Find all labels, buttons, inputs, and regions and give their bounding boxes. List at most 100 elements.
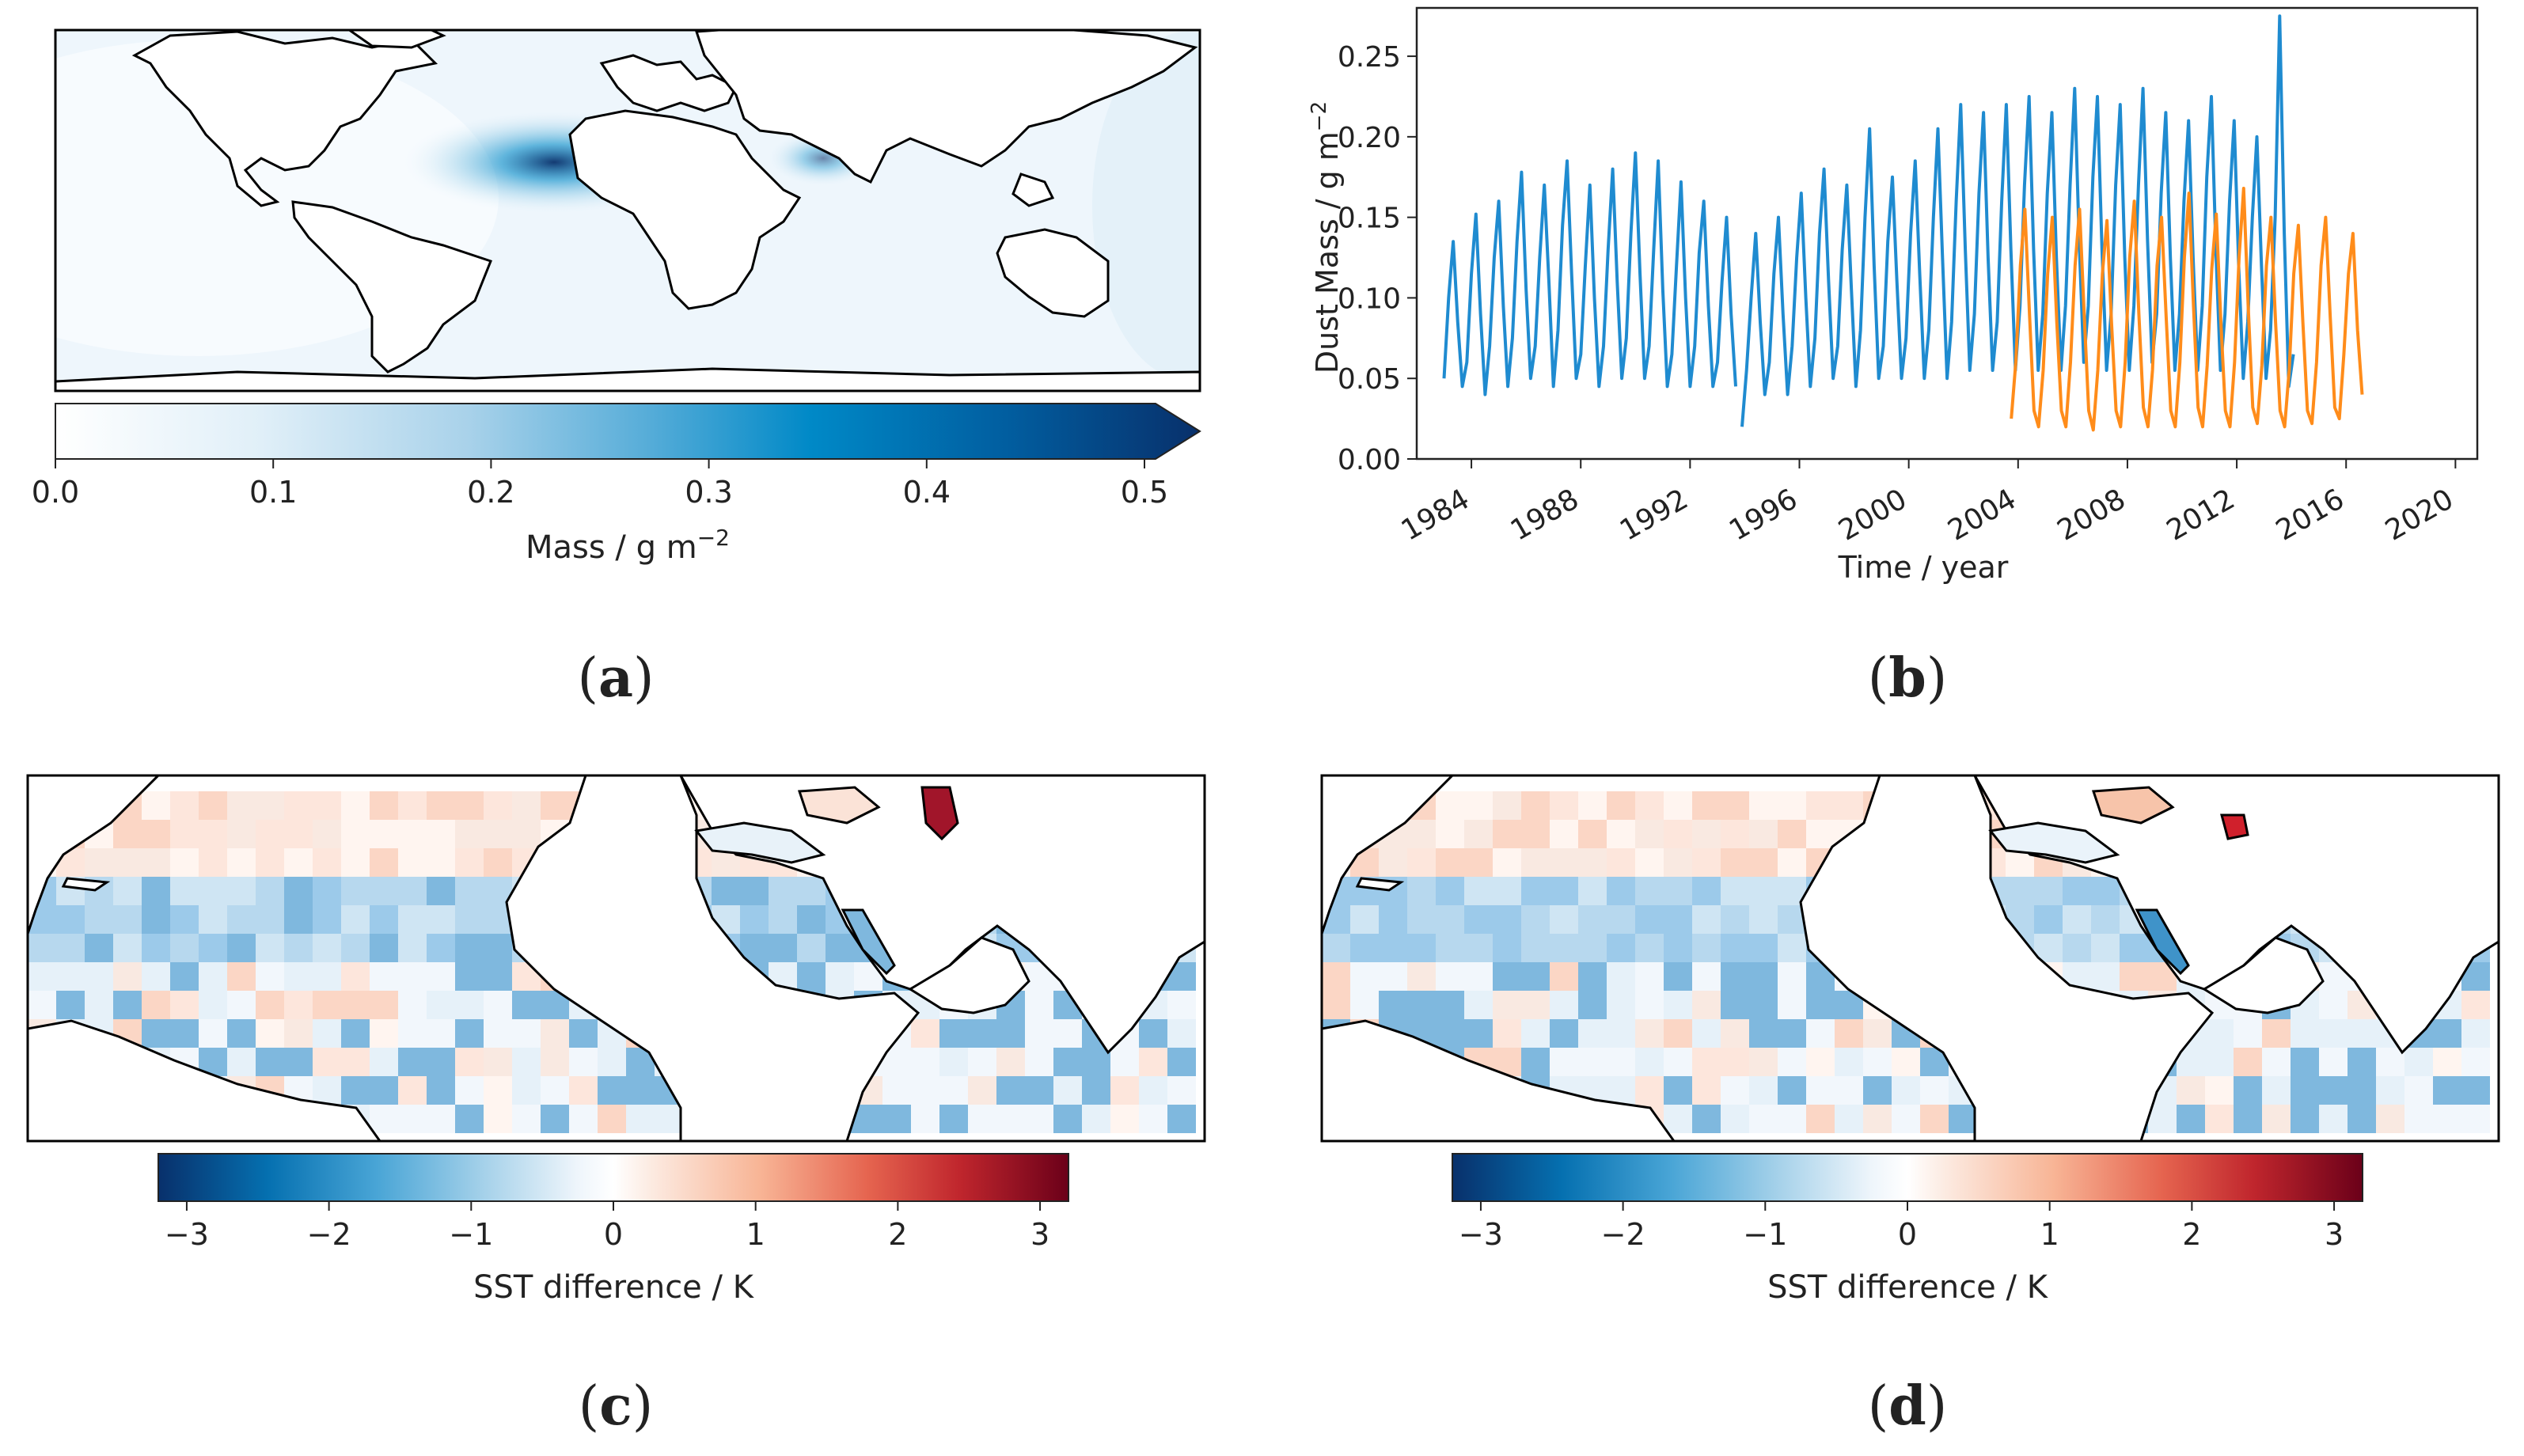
sst-cell bbox=[1607, 1076, 1635, 1105]
sst-cell bbox=[1607, 991, 1635, 1019]
sst-cell bbox=[1949, 1105, 1977, 1133]
sst-cell bbox=[170, 962, 199, 991]
sst-cell bbox=[455, 791, 484, 820]
sst-cell bbox=[1692, 848, 1721, 877]
sst-cell bbox=[142, 877, 170, 905]
sst-cell bbox=[1635, 905, 1664, 934]
sst-cell bbox=[398, 877, 427, 905]
sst-cell bbox=[199, 905, 227, 934]
sst-cell bbox=[170, 820, 199, 848]
sst-cell bbox=[56, 934, 85, 962]
sst-cell bbox=[939, 1048, 968, 1076]
sst-cell bbox=[56, 962, 85, 991]
sst-cell bbox=[227, 934, 256, 962]
map-d-plot bbox=[1322, 775, 2499, 1141]
sst-cell bbox=[199, 1019, 227, 1048]
sst-cell bbox=[398, 1019, 427, 1048]
sst-cell bbox=[1379, 905, 1407, 934]
sst-cell bbox=[1521, 962, 1550, 991]
sst-cell bbox=[1521, 991, 1550, 1019]
sst-cell bbox=[911, 1048, 939, 1076]
sst-cell bbox=[113, 848, 142, 877]
map-d-frame bbox=[1320, 774, 2500, 1143]
colorbar-c: −3 −2 −1 0 1 2 3 SST difference / K bbox=[158, 1153, 1069, 1306]
sst-cell bbox=[2404, 1105, 2433, 1133]
sst-cell bbox=[284, 1019, 313, 1048]
panel-label-d: (d) bbox=[1868, 1374, 1948, 1438]
map-d-coastlines-group bbox=[1322, 775, 2499, 1141]
sst-cell bbox=[968, 1019, 996, 1048]
plot-b-x-axis: 1984 1988 1992 1996 2000 2004 2008 2012 2016 2020 bbox=[1396, 459, 2459, 548]
map-d-north-america bbox=[1322, 775, 1455, 935]
sst-cell bbox=[85, 934, 113, 962]
sst-cell bbox=[256, 877, 284, 905]
sst-cell bbox=[113, 991, 142, 1019]
sst-cell bbox=[484, 791, 512, 820]
sst-cell bbox=[1464, 991, 1493, 1019]
sst-cell bbox=[2291, 1105, 2319, 1133]
sst-cell bbox=[1806, 820, 1835, 848]
sst-cell bbox=[455, 934, 484, 962]
sst-cell bbox=[170, 905, 199, 934]
map-a-coastlines bbox=[55, 30, 1200, 391]
sst-cell bbox=[1806, 1105, 1835, 1133]
sst-cell bbox=[2348, 1076, 2376, 1105]
sst-cell bbox=[1749, 848, 1778, 877]
sst-cell bbox=[1493, 820, 1521, 848]
sst-cell bbox=[113, 877, 142, 905]
sst-cell bbox=[85, 991, 113, 1019]
sst-cell bbox=[541, 1105, 569, 1133]
sst-cell bbox=[1578, 1019, 1607, 1048]
colorbar-tick-label: 3 bbox=[1030, 1217, 1049, 1252]
sst-cell bbox=[797, 905, 826, 934]
sst-cell bbox=[284, 820, 313, 848]
asia-shape bbox=[694, 30, 1198, 184]
sst-cell bbox=[1806, 791, 1835, 820]
sst-cell bbox=[1578, 877, 1607, 905]
sst-cell bbox=[1749, 1076, 1778, 1105]
sst-cell bbox=[1521, 1048, 1550, 1076]
sst-cell bbox=[2461, 991, 2490, 1019]
sst-cell bbox=[1607, 934, 1635, 962]
x-tick-label: 2008 bbox=[2052, 483, 2131, 547]
sst-cell bbox=[1025, 1076, 1053, 1105]
sst-cell bbox=[2205, 1105, 2234, 1133]
sst-cell bbox=[284, 962, 313, 991]
sst-cell bbox=[1635, 877, 1664, 905]
sst-cell bbox=[1521, 934, 1550, 962]
sst-cell bbox=[2091, 934, 2120, 962]
sst-cell bbox=[1436, 1019, 1464, 1048]
sst-cell bbox=[1749, 1048, 1778, 1076]
sst-cell bbox=[2348, 1019, 2376, 1048]
sst-cell bbox=[2461, 1019, 2490, 1048]
sst-cell bbox=[1920, 1076, 1949, 1105]
map-c-red-sea bbox=[841, 908, 896, 976]
sst-cell bbox=[199, 791, 227, 820]
sst-cell bbox=[1407, 877, 1436, 905]
sst-cell bbox=[1749, 820, 1778, 848]
sst-cell bbox=[313, 820, 341, 848]
sst-cell bbox=[398, 1048, 427, 1076]
sst-cell bbox=[2319, 1105, 2348, 1133]
sst-cell bbox=[256, 848, 284, 877]
sst-cell bbox=[996, 1048, 1025, 1076]
sst-cell bbox=[996, 1076, 1025, 1105]
sst-cell bbox=[1692, 905, 1721, 934]
sst-cell bbox=[626, 1105, 655, 1133]
sst-cell bbox=[1350, 991, 1379, 1019]
sst-cell bbox=[370, 1019, 398, 1048]
europe-shape bbox=[599, 54, 738, 112]
sst-cell bbox=[313, 991, 341, 1019]
sst-cell bbox=[256, 934, 284, 962]
sst-cell bbox=[455, 877, 484, 905]
sst-cell bbox=[113, 905, 142, 934]
sst-cell bbox=[1692, 962, 1721, 991]
map-a-ocean-shade-east bbox=[1092, 32, 1200, 380]
sst-cell bbox=[1721, 905, 1749, 934]
sst-cell bbox=[1863, 1048, 1892, 1076]
sst-cell bbox=[1025, 1048, 1053, 1076]
sst-cell bbox=[1493, 934, 1521, 962]
map-d-red-sea bbox=[2135, 908, 2190, 976]
series-line-1 bbox=[1740, 14, 2295, 427]
sst-cell bbox=[142, 991, 170, 1019]
